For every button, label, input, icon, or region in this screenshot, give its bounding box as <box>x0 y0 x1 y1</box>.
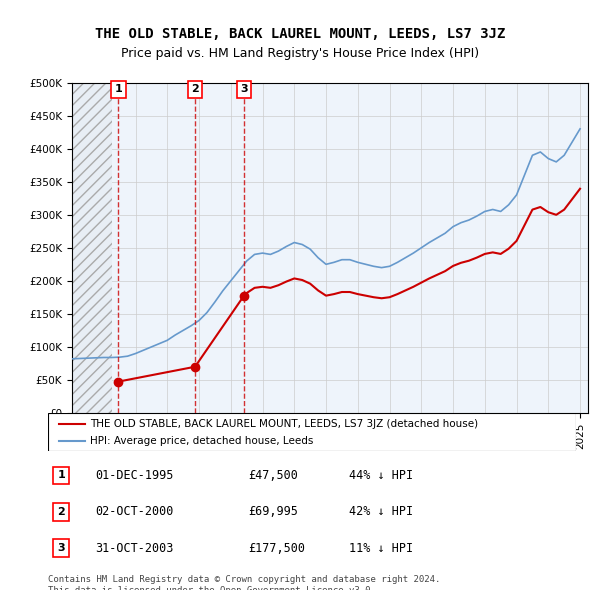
Text: 42% ↓ HPI: 42% ↓ HPI <box>349 505 413 519</box>
Text: THE OLD STABLE, BACK LAUREL MOUNT, LEEDS, LS7 3JZ (detached house): THE OLD STABLE, BACK LAUREL MOUNT, LEEDS… <box>90 419 478 429</box>
Text: Price paid vs. HM Land Registry's House Price Index (HPI): Price paid vs. HM Land Registry's House … <box>121 47 479 60</box>
Text: THE OLD STABLE, BACK LAUREL MOUNT, LEEDS, LS7 3JZ: THE OLD STABLE, BACK LAUREL MOUNT, LEEDS… <box>95 27 505 41</box>
Text: £69,995: £69,995 <box>248 505 299 519</box>
Text: 2: 2 <box>58 507 65 517</box>
Text: 44% ↓ HPI: 44% ↓ HPI <box>349 469 413 482</box>
Text: 1: 1 <box>115 84 122 94</box>
Text: £47,500: £47,500 <box>248 469 299 482</box>
Text: 01-DEC-1995: 01-DEC-1995 <box>95 469 174 482</box>
Text: 3: 3 <box>58 543 65 553</box>
Text: Contains HM Land Registry data © Crown copyright and database right 2024.
This d: Contains HM Land Registry data © Crown c… <box>48 575 440 590</box>
Text: 1: 1 <box>58 470 65 480</box>
Text: 3: 3 <box>240 84 248 94</box>
Text: 2: 2 <box>191 84 199 94</box>
Text: 02-OCT-2000: 02-OCT-2000 <box>95 505 174 519</box>
Bar <box>72 83 112 413</box>
Text: £177,500: £177,500 <box>248 542 305 555</box>
Text: 31-OCT-2003: 31-OCT-2003 <box>95 542 174 555</box>
FancyBboxPatch shape <box>48 413 576 451</box>
Text: 11% ↓ HPI: 11% ↓ HPI <box>349 542 413 555</box>
Text: HPI: Average price, detached house, Leeds: HPI: Average price, detached house, Leed… <box>90 435 314 445</box>
